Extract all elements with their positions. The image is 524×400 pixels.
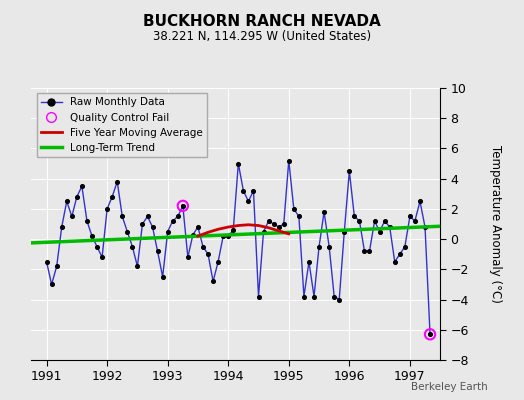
Point	[52, 263, 61, 270]
Point	[386, 224, 394, 230]
Point	[93, 244, 101, 250]
Point	[365, 248, 374, 254]
Point	[214, 258, 222, 265]
Point	[416, 198, 424, 204]
Point	[199, 244, 207, 250]
Point	[280, 221, 288, 227]
Point	[68, 213, 76, 220]
Point	[194, 224, 202, 230]
Point	[209, 278, 217, 285]
Legend: Raw Monthly Data, Quality Control Fail, Five Year Moving Average, Long-Term Tren: Raw Monthly Data, Quality Control Fail, …	[37, 93, 207, 157]
Point	[340, 228, 348, 235]
Point	[204, 251, 212, 258]
Point	[103, 206, 111, 212]
Point	[254, 293, 263, 300]
Point	[325, 244, 333, 250]
Point	[234, 160, 243, 167]
Point	[401, 244, 409, 250]
Text: 38.221 N, 114.295 W (United States): 38.221 N, 114.295 W (United States)	[153, 30, 371, 43]
Point	[294, 213, 303, 220]
Point	[128, 244, 137, 250]
Point	[244, 198, 253, 204]
Point	[108, 194, 116, 200]
Point	[179, 203, 187, 209]
Point	[123, 228, 132, 235]
Point	[173, 213, 182, 220]
Point	[83, 218, 91, 224]
Point	[380, 218, 389, 224]
Point	[118, 213, 126, 220]
Point	[158, 274, 167, 280]
Point	[310, 293, 318, 300]
Point	[406, 213, 414, 220]
Point	[390, 258, 399, 265]
Point	[179, 203, 187, 209]
Point	[350, 213, 358, 220]
Point	[58, 224, 66, 230]
Point	[73, 194, 81, 200]
Point	[355, 218, 364, 224]
Point	[62, 198, 71, 204]
Point	[189, 231, 197, 238]
Point	[330, 293, 339, 300]
Point	[375, 228, 384, 235]
Point	[183, 254, 192, 260]
Point	[259, 228, 268, 235]
Point	[229, 227, 237, 233]
Point	[345, 168, 354, 174]
Point	[224, 233, 233, 239]
Point	[163, 228, 172, 235]
Point	[275, 224, 283, 230]
Point	[249, 188, 258, 194]
Point	[47, 281, 56, 288]
Point	[42, 258, 51, 265]
Point	[219, 233, 227, 239]
Point	[426, 331, 434, 338]
Point	[133, 263, 141, 270]
Point	[335, 296, 343, 303]
Point	[265, 218, 273, 224]
Point	[78, 183, 86, 190]
Point	[426, 331, 434, 338]
Point	[290, 206, 298, 212]
Point	[148, 224, 157, 230]
Point	[138, 221, 147, 227]
Text: BUCKHORN RANCH NEVADA: BUCKHORN RANCH NEVADA	[143, 14, 381, 29]
Point	[98, 254, 106, 260]
Point	[305, 258, 313, 265]
Point	[88, 233, 96, 239]
Point	[169, 218, 177, 224]
Point	[315, 244, 323, 250]
Point	[239, 188, 247, 194]
Point	[269, 221, 278, 227]
Point	[154, 248, 162, 254]
Point	[179, 203, 187, 209]
Point	[320, 209, 328, 215]
Point	[426, 331, 434, 338]
Text: Berkeley Earth: Berkeley Earth	[411, 382, 487, 392]
Point	[361, 248, 369, 254]
Point	[421, 224, 429, 230]
Point	[370, 218, 379, 224]
Point	[300, 293, 308, 300]
Point	[144, 213, 152, 220]
Point	[411, 218, 419, 224]
Point	[285, 157, 293, 164]
Y-axis label: Temperature Anomaly (°C): Temperature Anomaly (°C)	[488, 145, 501, 303]
Point	[113, 178, 122, 185]
Point	[396, 251, 404, 258]
